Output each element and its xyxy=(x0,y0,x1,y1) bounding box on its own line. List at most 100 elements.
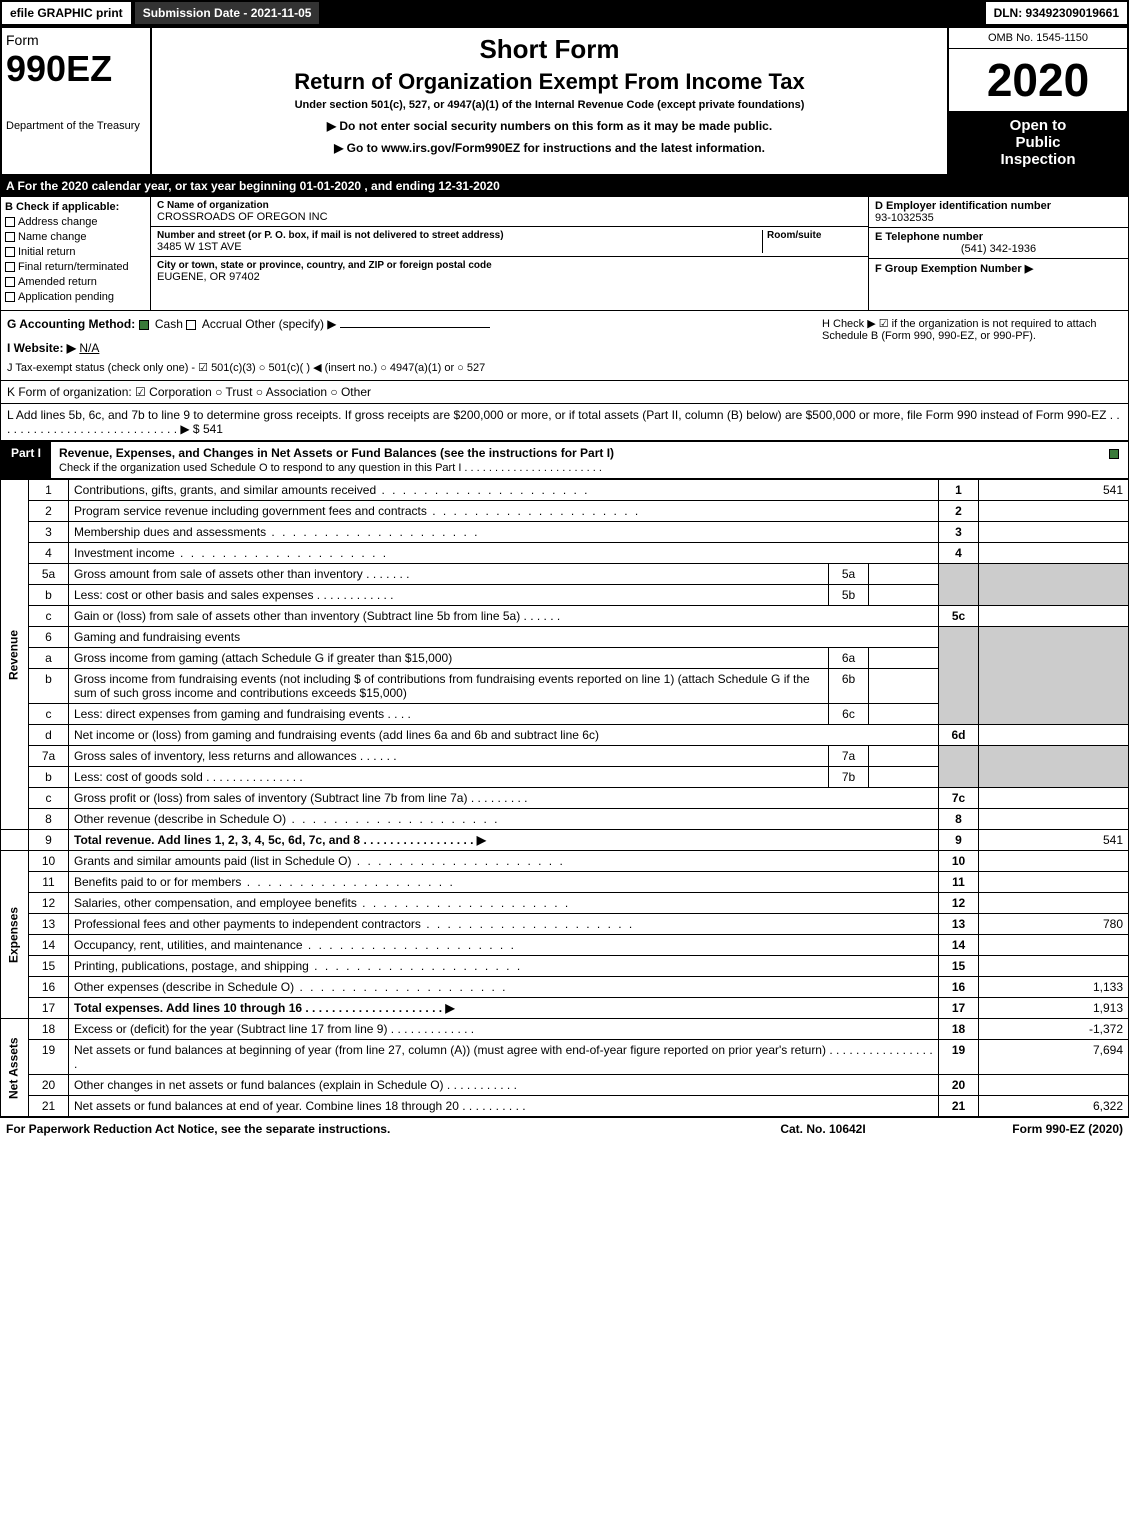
l10-num: 10 xyxy=(29,851,69,872)
line-1: Revenue 1 Contributions, gifts, grants, … xyxy=(1,480,1129,501)
website-value: N/A xyxy=(79,341,99,355)
line-5a: 5a Gross amount from sale of assets othe… xyxy=(1,564,1129,585)
footer: For Paperwork Reduction Act Notice, see … xyxy=(0,1117,1129,1140)
l17-num: 17 xyxy=(29,998,69,1019)
line-12: 12 Salaries, other compensation, and emp… xyxy=(1,893,1129,914)
header-mid: Short Form Return of Organization Exempt… xyxy=(152,28,947,174)
l6a-desc: Gross income from gaming (attach Schedul… xyxy=(69,648,829,669)
website-label: I Website: ▶ xyxy=(7,341,76,355)
part1-bar: Part I Revenue, Expenses, and Changes in… xyxy=(0,441,1129,479)
ein-value: 93-1032535 xyxy=(875,212,1122,224)
chk-amended[interactable]: Amended return xyxy=(5,276,146,288)
l6c-num: c xyxy=(29,704,69,725)
chk-name[interactable]: Name change xyxy=(5,231,146,243)
part1-title: Revenue, Expenses, and Changes in Net As… xyxy=(51,442,1103,478)
l21-val: 6,322 xyxy=(979,1096,1129,1117)
form-header: Form 990EZ Department of the Treasury Sh… xyxy=(0,26,1129,176)
part1-check[interactable] xyxy=(1103,442,1128,478)
row-g: G Accounting Method: Cash Accrual Other … xyxy=(0,311,1129,381)
l4-ref: 4 xyxy=(939,543,979,564)
footer-left: For Paperwork Reduction Act Notice, see … xyxy=(6,1122,723,1136)
row-l: L Add lines 5b, 6c, and 7b to line 9 to … xyxy=(0,404,1129,441)
line-5c: c Gain or (loss) from sale of assets oth… xyxy=(1,606,1129,627)
l9-num: 9 xyxy=(29,830,69,851)
l19-val: 7,694 xyxy=(979,1040,1129,1075)
l15-ref: 15 xyxy=(939,956,979,977)
l12-num: 12 xyxy=(29,893,69,914)
chk-final[interactable]: Final return/terminated xyxy=(5,261,146,273)
line-6: 6 Gaming and fundraising events xyxy=(1,627,1129,648)
netassets-label: Net Assets xyxy=(1,1019,29,1117)
l2-num: 2 xyxy=(29,501,69,522)
city-value: EUGENE, OR 97402 xyxy=(157,271,862,283)
l1-desc: Contributions, gifts, grants, and simila… xyxy=(74,483,376,497)
l13-desc: Professional fees and other payments to … xyxy=(74,917,421,931)
other-blank[interactable] xyxy=(340,327,490,328)
l6-num: 6 xyxy=(29,627,69,648)
room-label: Room/suite xyxy=(767,230,862,241)
l18-ref: 18 xyxy=(939,1019,979,1040)
department: Department of the Treasury xyxy=(6,120,146,132)
top-bar: efile GRAPHIC print Submission Date - 20… xyxy=(0,0,1129,26)
l14-val xyxy=(979,935,1129,956)
l8-desc: Other revenue (describe in Schedule O) xyxy=(74,812,286,826)
l12-desc: Salaries, other compensation, and employ… xyxy=(74,896,357,910)
part1-label: Part I xyxy=(1,442,51,478)
l6d-num: d xyxy=(29,725,69,746)
under-section: Under section 501(c), 527, or 4947(a)(1)… xyxy=(158,99,941,111)
l1-ref: 1 xyxy=(939,480,979,501)
chk-pending-label: Application pending xyxy=(18,291,114,303)
acct-label: G Accounting Method: xyxy=(7,317,135,331)
org-name-cell: C Name of organization CROSSROADS OF ORE… xyxy=(151,197,868,227)
street-cell: Number and street (or P. O. box, if mail… xyxy=(151,227,868,257)
l6b-sub: 6b xyxy=(829,669,869,704)
chk-initial[interactable]: Initial return xyxy=(5,246,146,258)
l6c-subval xyxy=(869,704,939,725)
line-11: 11 Benefits paid to or for members 11 xyxy=(1,872,1129,893)
goto-link[interactable]: ▶ Go to www.irs.gov/Form990EZ for instru… xyxy=(158,141,941,155)
line-6d: d Net income or (loss) from gaming and f… xyxy=(1,725,1129,746)
l7a-desc: Gross sales of inventory, less returns a… xyxy=(74,749,357,763)
l8-ref: 8 xyxy=(939,809,979,830)
efile-print[interactable]: efile GRAPHIC print xyxy=(0,0,133,26)
l5b-num: b xyxy=(29,585,69,606)
line-2: 2 Program service revenue including gove… xyxy=(1,501,1129,522)
l14-ref: 14 xyxy=(939,935,979,956)
l5b-subval xyxy=(869,585,939,606)
chk-pending[interactable]: Application pending xyxy=(5,291,146,303)
l10-ref: 10 xyxy=(939,851,979,872)
l16-num: 16 xyxy=(29,977,69,998)
line-20: 20 Other changes in net assets or fund b… xyxy=(1,1075,1129,1096)
box-c: C Name of organization CROSSROADS OF ORE… xyxy=(151,197,868,310)
box-b-label: B Check if applicable: xyxy=(5,201,146,213)
l21-desc: Net assets or fund balances at end of ye… xyxy=(74,1099,459,1113)
omb-number: OMB No. 1545-1150 xyxy=(949,28,1127,49)
l7c-num: c xyxy=(29,788,69,809)
org-name-label: C Name of organization xyxy=(157,200,862,211)
l4-desc: Investment income xyxy=(74,546,175,560)
line-13: 13 Professional fees and other payments … xyxy=(1,914,1129,935)
tel-cell: E Telephone number (541) 342-1936 xyxy=(869,228,1128,259)
group-cell: F Group Exemption Number ▶ xyxy=(869,259,1128,278)
l19-ref: 19 xyxy=(939,1040,979,1075)
l5a-num: 5a xyxy=(29,564,69,585)
chk-accrual[interactable] xyxy=(186,320,196,330)
l7a-sub: 7a xyxy=(829,746,869,767)
chk-cash[interactable] xyxy=(139,320,149,330)
chk-address[interactable]: Address change xyxy=(5,216,146,228)
accrual-label: Accrual xyxy=(202,317,242,331)
box-b: B Check if applicable: Address change Na… xyxy=(1,197,151,310)
l15-val xyxy=(979,956,1129,977)
l2-val xyxy=(979,501,1129,522)
l4-val xyxy=(979,543,1129,564)
line-7a: 7a Gross sales of inventory, less return… xyxy=(1,746,1129,767)
l1-num: 1 xyxy=(29,480,69,501)
box-def: D Employer identification number 93-1032… xyxy=(868,197,1128,310)
l20-ref: 20 xyxy=(939,1075,979,1096)
l21-num: 21 xyxy=(29,1096,69,1117)
l13-num: 13 xyxy=(29,914,69,935)
l11-num: 11 xyxy=(29,872,69,893)
l6-shade xyxy=(939,627,979,725)
l12-val xyxy=(979,893,1129,914)
l7c-desc: Gross profit or (loss) from sales of inv… xyxy=(74,791,467,805)
